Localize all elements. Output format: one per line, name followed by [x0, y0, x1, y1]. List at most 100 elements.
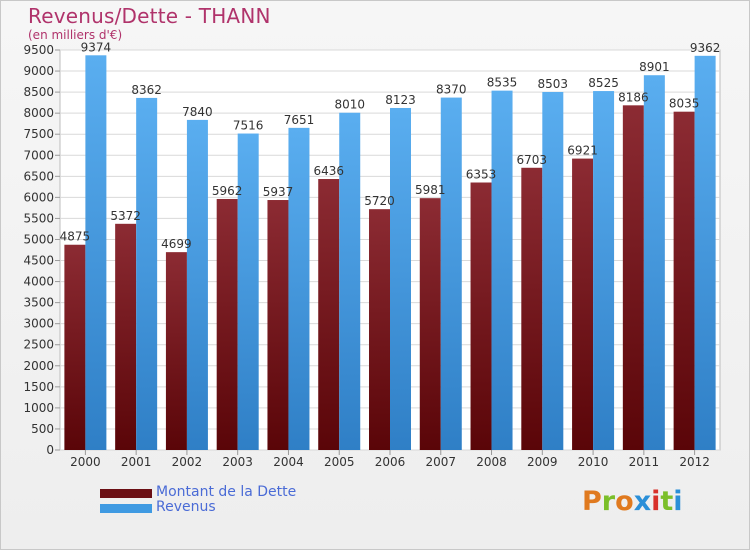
- legend-item-revenue: Revenus: [100, 499, 360, 517]
- debt-bar: [419, 198, 441, 450]
- revenue-bar: [390, 107, 411, 451]
- legend-swatch-debt: [100, 489, 152, 498]
- bars: [64, 55, 716, 451]
- revenue-bar: [542, 91, 564, 451]
- debt-bar: [165, 252, 187, 450]
- y-tick-label: 8000: [23, 106, 54, 120]
- y-tick-label: 1500: [23, 380, 54, 394]
- value-label: 6703: [517, 153, 548, 167]
- value-label: 5372: [110, 209, 141, 223]
- value-label: 8525: [588, 76, 619, 90]
- value-label: 8010: [334, 98, 365, 112]
- x-tick-label: 2003: [222, 455, 253, 469]
- x-tick-label: 2004: [273, 455, 304, 469]
- debt-bar: [115, 223, 137, 450]
- legend-swatch-revenue: [100, 504, 152, 513]
- x-tick-label: 2010: [578, 455, 609, 469]
- revenue-bar: [491, 90, 513, 450]
- x-tick-label: 2000: [70, 455, 101, 469]
- logo-letter: i: [673, 486, 683, 517]
- y-tick-label: 500: [31, 422, 54, 436]
- revenue-bar: [85, 55, 107, 450]
- logo-letter: i: [651, 486, 661, 517]
- x-tick-label: 2005: [324, 455, 355, 469]
- y-tick-label: 3000: [23, 317, 54, 331]
- debt-bar: [470, 182, 492, 451]
- logo-letter: o: [615, 486, 634, 517]
- legend-label-debt: Montant de la Dette: [156, 484, 297, 500]
- revenue-bar: [339, 112, 361, 450]
- revenue-bar: [643, 75, 665, 450]
- x-tick-label: 2008: [476, 455, 507, 469]
- value-label: 8362: [131, 83, 162, 97]
- revenue-bar: [440, 97, 462, 450]
- y-tick-label: 5000: [23, 232, 54, 246]
- value-label: 5720: [364, 194, 395, 208]
- y-tick-label: 6000: [23, 190, 54, 204]
- value-label: 7840: [182, 105, 213, 119]
- logo-letter: t: [660, 486, 674, 517]
- legend-label-revenue: Revenus: [156, 499, 216, 515]
- revenue-bar: [237, 133, 259, 450]
- chart-subtitle: (en milliers d'€): [28, 28, 123, 42]
- value-label: 9374: [81, 40, 112, 54]
- logo-letter: P: [582, 486, 602, 517]
- value-label: 5937: [263, 185, 294, 199]
- value-label: 6921: [567, 144, 598, 158]
- x-tick-label: 2011: [629, 455, 660, 469]
- chart-title: Revenus/Dette - THANN: [28, 4, 271, 28]
- y-axis: 0 500 1000 1500 2000 2500 3000 3500 4000 4500 5000…: [23, 43, 60, 457]
- logo-letter: x: [633, 486, 652, 517]
- y-tick-label: 5500: [23, 211, 54, 225]
- value-label: 8035: [669, 97, 700, 111]
- value-label: 9362: [690, 41, 721, 55]
- x-tick-label: 2001: [121, 455, 152, 469]
- debt-bar: [318, 179, 340, 450]
- y-tick-label: 0: [46, 443, 54, 457]
- x-tick-label: 2006: [375, 455, 406, 469]
- value-label: 5962: [212, 184, 243, 198]
- y-tick-label: 4000: [23, 275, 54, 289]
- proxiti-logo: Proxiti: [582, 486, 683, 517]
- x-tick-label: 2007: [425, 455, 456, 469]
- y-tick-label: 3500: [23, 296, 54, 310]
- y-tick-label: 8500: [23, 85, 54, 99]
- debt-bar: [572, 158, 594, 450]
- revenue-bar: [288, 127, 310, 450]
- value-label: 7651: [284, 113, 315, 127]
- y-tick-label: 7500: [23, 127, 54, 141]
- x-tick-label: 2009: [527, 455, 558, 469]
- value-label: 8123: [385, 93, 416, 107]
- value-label: 6436: [313, 164, 344, 178]
- debt-bar: [369, 209, 390, 450]
- debt-bar: [673, 111, 695, 451]
- debt-bar: [267, 200, 289, 450]
- logo-letter: r: [601, 486, 616, 517]
- x-tick-label: 2002: [172, 455, 203, 469]
- y-tick-label: 2000: [23, 359, 54, 373]
- y-tick-label: 1000: [23, 401, 54, 415]
- y-tick-label: 2500: [23, 338, 54, 352]
- value-label: 8370: [436, 83, 467, 97]
- revenue-bar: [593, 91, 615, 450]
- revenue-bar: [136, 97, 158, 451]
- value-label: 4699: [161, 237, 192, 251]
- y-tick-label: 7000: [23, 148, 54, 162]
- y-tick-label: 4500: [23, 254, 54, 268]
- legend-item-debt: Montant de la Dette: [100, 484, 360, 502]
- debt-bar: [622, 105, 644, 450]
- y-tick-label: 6500: [23, 169, 54, 183]
- value-label: 7516: [233, 119, 264, 133]
- value-label: 8535: [487, 76, 518, 90]
- debt-bar: [521, 167, 543, 450]
- value-label: 8503: [538, 77, 569, 91]
- x-tick-label: 2012: [679, 455, 710, 469]
- revenue-bar: [186, 119, 208, 450]
- revenue-bar: [694, 55, 716, 451]
- value-label: 4875: [60, 230, 91, 244]
- x-axis: 2000 2001 2002 2003 2004 2005 2006 2007 2008 2009…: [70, 450, 710, 469]
- y-tick-label: 9000: [23, 64, 54, 78]
- value-label: 8186: [618, 90, 649, 104]
- value-labels: 4875 9374 5372 8362 4699 7840 5962 7516 5937 7651…: [60, 40, 721, 251]
